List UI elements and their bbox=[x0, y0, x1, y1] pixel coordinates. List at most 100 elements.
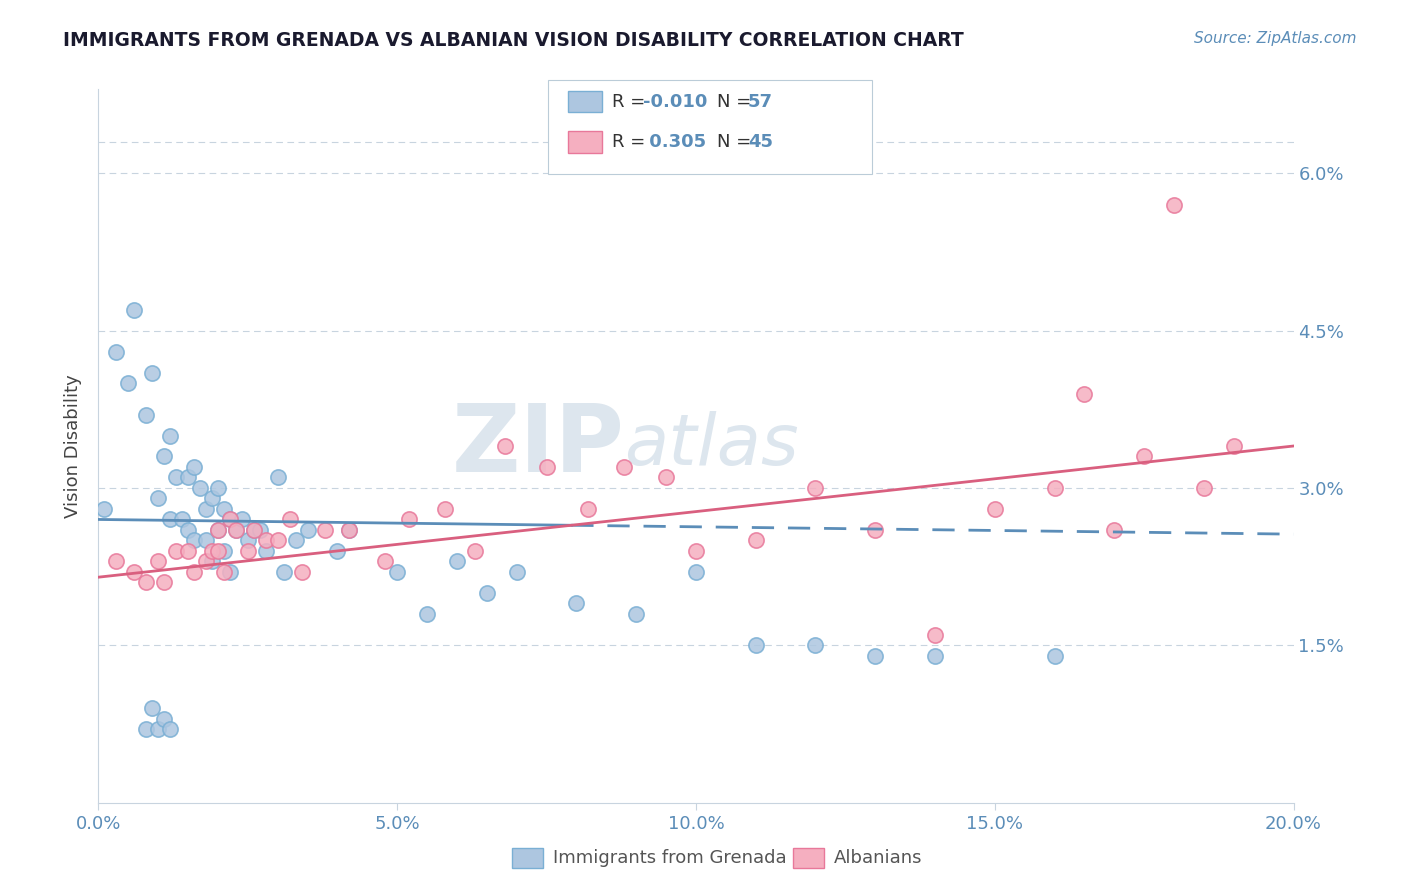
Point bbox=[135, 723, 157, 737]
Point bbox=[578, 502, 600, 516]
Point bbox=[249, 523, 271, 537]
Point bbox=[207, 544, 229, 558]
Point bbox=[284, 533, 307, 548]
Point bbox=[124, 565, 146, 579]
Point bbox=[1104, 523, 1126, 537]
Point bbox=[655, 470, 678, 484]
Point bbox=[1163, 197, 1185, 211]
Point bbox=[195, 554, 218, 568]
Point bbox=[236, 533, 259, 548]
Point bbox=[385, 565, 409, 579]
Point bbox=[105, 554, 128, 568]
Point bbox=[159, 512, 181, 526]
Point bbox=[267, 533, 290, 548]
Point bbox=[201, 544, 224, 558]
Point bbox=[183, 460, 205, 475]
Point bbox=[685, 544, 707, 558]
Point bbox=[297, 523, 319, 537]
Point bbox=[141, 701, 163, 715]
Text: R =: R = bbox=[612, 93, 651, 111]
Point bbox=[219, 512, 242, 526]
Point bbox=[212, 502, 235, 516]
Point bbox=[494, 439, 516, 453]
Text: -0.010: -0.010 bbox=[643, 93, 707, 111]
Point bbox=[141, 366, 163, 380]
Point bbox=[745, 639, 768, 653]
Point bbox=[219, 512, 242, 526]
Point bbox=[165, 470, 187, 484]
Point bbox=[153, 712, 176, 726]
Point bbox=[159, 723, 181, 737]
Point bbox=[326, 544, 349, 558]
Point bbox=[434, 502, 457, 516]
Point bbox=[117, 376, 139, 390]
Text: Immigrants from Grenada: Immigrants from Grenada bbox=[553, 849, 786, 867]
Text: IMMIGRANTS FROM GRENADA VS ALBANIAN VISION DISABILITY CORRELATION CHART: IMMIGRANTS FROM GRENADA VS ALBANIAN VISI… bbox=[63, 31, 965, 50]
Point bbox=[148, 723, 170, 737]
Text: R =: R = bbox=[612, 133, 651, 151]
Point bbox=[201, 554, 224, 568]
Point bbox=[475, 586, 498, 600]
Text: ZIP: ZIP bbox=[451, 400, 624, 492]
Point bbox=[177, 470, 200, 484]
Point bbox=[804, 639, 827, 653]
Point bbox=[148, 491, 170, 506]
Point bbox=[105, 344, 128, 359]
Point bbox=[613, 460, 636, 475]
Point bbox=[177, 523, 200, 537]
Point bbox=[339, 523, 361, 537]
Text: 45: 45 bbox=[748, 133, 773, 151]
Point bbox=[1192, 481, 1215, 495]
Point bbox=[1043, 648, 1066, 663]
Point bbox=[183, 533, 205, 548]
Point bbox=[446, 554, 468, 568]
Point bbox=[254, 544, 277, 558]
Point bbox=[273, 565, 295, 579]
Point bbox=[148, 554, 170, 568]
Point bbox=[177, 544, 200, 558]
Point bbox=[291, 565, 314, 579]
Point bbox=[225, 523, 247, 537]
Text: 57: 57 bbox=[748, 93, 773, 111]
Point bbox=[243, 523, 266, 537]
Point bbox=[278, 512, 301, 526]
Point bbox=[685, 565, 707, 579]
Point bbox=[536, 460, 558, 475]
Point bbox=[93, 502, 115, 516]
Text: 0.305: 0.305 bbox=[643, 133, 706, 151]
Point bbox=[315, 523, 337, 537]
Point bbox=[626, 607, 648, 621]
Point bbox=[195, 533, 218, 548]
Point bbox=[565, 596, 588, 610]
Point bbox=[1223, 439, 1246, 453]
Text: Albanians: Albanians bbox=[834, 849, 922, 867]
Point bbox=[212, 565, 235, 579]
Point bbox=[212, 544, 235, 558]
Point bbox=[339, 523, 361, 537]
Point bbox=[135, 408, 157, 422]
Point bbox=[188, 481, 211, 495]
Point bbox=[464, 544, 486, 558]
Point bbox=[745, 533, 768, 548]
Point bbox=[183, 565, 205, 579]
Point bbox=[506, 565, 529, 579]
Point bbox=[865, 523, 887, 537]
Text: N =: N = bbox=[717, 93, 756, 111]
Point bbox=[165, 544, 187, 558]
Point bbox=[231, 512, 253, 526]
Point bbox=[153, 575, 176, 590]
Point bbox=[804, 481, 827, 495]
Point bbox=[984, 502, 1007, 516]
Point bbox=[1133, 450, 1156, 464]
Point bbox=[1073, 386, 1095, 401]
Point bbox=[374, 554, 396, 568]
Point bbox=[201, 491, 224, 506]
Point bbox=[398, 512, 420, 526]
Point bbox=[124, 302, 146, 317]
Point bbox=[254, 533, 277, 548]
Text: Source: ZipAtlas.com: Source: ZipAtlas.com bbox=[1194, 31, 1357, 46]
Point bbox=[195, 502, 218, 516]
Point bbox=[924, 628, 946, 642]
Point bbox=[207, 481, 229, 495]
Text: atlas: atlas bbox=[624, 411, 799, 481]
